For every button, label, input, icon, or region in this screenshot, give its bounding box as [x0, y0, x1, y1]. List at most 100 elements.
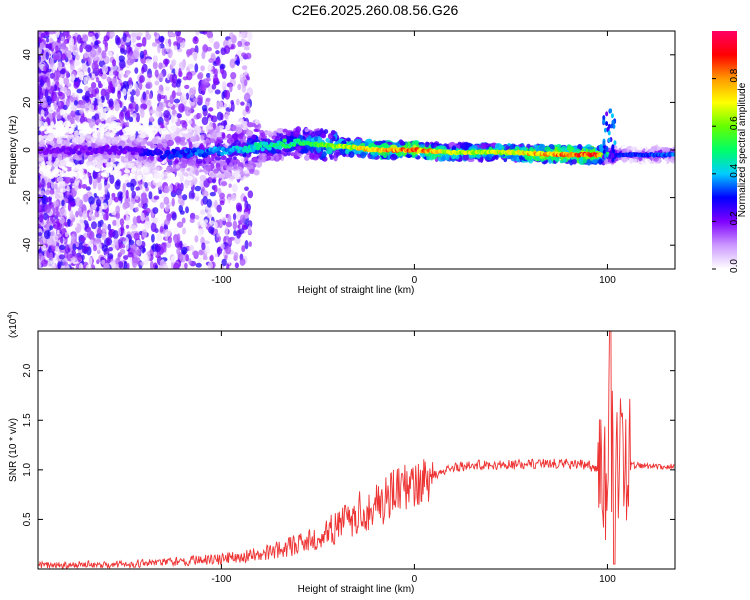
spectrogram-cell [182, 133, 190, 138]
spectrogram-cell [150, 127, 158, 135]
spectrogram-cell [109, 174, 115, 185]
spectrogram-cell [91, 35, 96, 44]
spectrogram-cell [171, 73, 178, 84]
spectrogram-cell [115, 218, 120, 228]
spectrogram-cell [187, 63, 194, 69]
spectrogram-cell [185, 206, 190, 214]
spectrogram-cell [65, 97, 70, 108]
spectrogram-cell [38, 204, 43, 212]
spectrogram-cell [201, 50, 206, 60]
spectrogram-cell [209, 191, 216, 197]
spectrogram-cell [364, 141, 369, 147]
spectrogram-cell [185, 92, 190, 100]
spectrogram-cell [194, 63, 199, 73]
spectrogram-cell [203, 178, 210, 188]
spectrogram-cell [131, 101, 137, 109]
spectrogram-cell [225, 221, 233, 228]
spectrogram-cell [76, 88, 83, 94]
spectrogram-cell [38, 194, 42, 203]
spectrogram-cell [228, 183, 232, 188]
spectrogram-cell [159, 95, 166, 100]
spectrogram-cell [344, 149, 350, 155]
spectrogram-cell [64, 175, 71, 184]
spectrogram-cell [653, 156, 659, 162]
spectrogram-cell [209, 255, 214, 262]
spectrogram-cell [136, 32, 143, 37]
spectrogram-cell [174, 158, 179, 164]
spectrogram-cell [122, 192, 126, 199]
spectrogram-cell [53, 76, 60, 83]
spectrogram-cell [61, 199, 65, 207]
spectrogram-cell [41, 259, 48, 267]
spectrogram-ridge-cell [122, 150, 128, 155]
spectrogram-cell [243, 170, 251, 174]
spectrogram-cell [205, 164, 212, 172]
spectrogram-cell [170, 59, 177, 66]
spectrogram-cell [203, 240, 210, 245]
spectrogram-cell [236, 50, 242, 56]
spectrogram-cell [249, 168, 255, 175]
spectrogram-cell [88, 256, 93, 266]
spectrogram-cell [505, 145, 510, 150]
spectrogram-cell [74, 130, 79, 138]
spectrogram-cell [159, 202, 165, 210]
spectrogram-cell [197, 112, 202, 119]
spectrogram-cell [221, 258, 227, 267]
spectrogram-cell [47, 220, 53, 226]
spectrogram-cell [65, 190, 70, 197]
spectrogram-cell [149, 115, 154, 123]
spectrogram-cell [130, 224, 137, 231]
spectrogram-cell [214, 68, 218, 78]
spectrogram-cell [225, 245, 232, 255]
spectrogram-cell [46, 239, 53, 246]
spectrogram-cell [123, 157, 129, 162]
spectrogram-cell [296, 152, 302, 157]
spectrogram-cell [79, 218, 84, 224]
spectrogram-cell [424, 141, 430, 148]
spectrogram-cell [54, 166, 59, 172]
spectrogram-cell [548, 158, 553, 164]
spectrogram-cell [152, 207, 159, 215]
spectrogram-cell [134, 195, 139, 200]
spectrogram-cell [104, 122, 112, 130]
spectrogram-ridge-cell [83, 145, 88, 150]
spectrogram-ridge-cell [118, 145, 123, 150]
spectrogram-cell [137, 164, 143, 170]
spectrogram-cell [187, 161, 195, 166]
spectrogram-cell [132, 113, 137, 119]
spectrogram-cell [78, 211, 83, 218]
spectrogram-cell [114, 180, 121, 190]
spectrogram-cell [188, 244, 195, 251]
spectrogram-cell [44, 130, 49, 135]
spectrogram-cell [104, 184, 108, 195]
spectrogram-cell [48, 31, 56, 35]
spectrogram-cell [151, 42, 158, 47]
spectrogram-cell [629, 157, 634, 165]
spectrogram-cell [154, 69, 159, 78]
spectrogram-ridge-cell [203, 152, 209, 157]
spectrogram-cell [101, 244, 108, 252]
spectrogram-cell [80, 124, 85, 131]
spectrogram-cell [179, 175, 185, 183]
spectrogram-cell [77, 173, 85, 179]
spectrogram-cell [57, 38, 61, 43]
spectrogram-cell [156, 105, 163, 112]
spectrogram-cell [223, 235, 230, 240]
spectrogram-cell [39, 41, 45, 50]
spectrogram-cell [544, 146, 551, 152]
spectrogram-cell [217, 187, 222, 195]
spectrogram-cell [239, 257, 246, 266]
spectrogram-cell [226, 133, 232, 139]
spectrogram-cell [180, 199, 185, 207]
spectrogram-cell [206, 198, 212, 208]
spectrogram-cell [101, 50, 107, 59]
spectrogram-cell [129, 162, 135, 167]
spectrogram-cell [120, 47, 125, 54]
spectrogram-cell [57, 153, 63, 160]
spectrogram-cell [119, 59, 126, 69]
spectrogram-cell [171, 198, 175, 207]
spectrogram-cell [103, 107, 111, 112]
spectrogram-cell [90, 81, 97, 89]
spectrogram-cell [97, 96, 102, 106]
spectrogram-cell [41, 135, 50, 140]
